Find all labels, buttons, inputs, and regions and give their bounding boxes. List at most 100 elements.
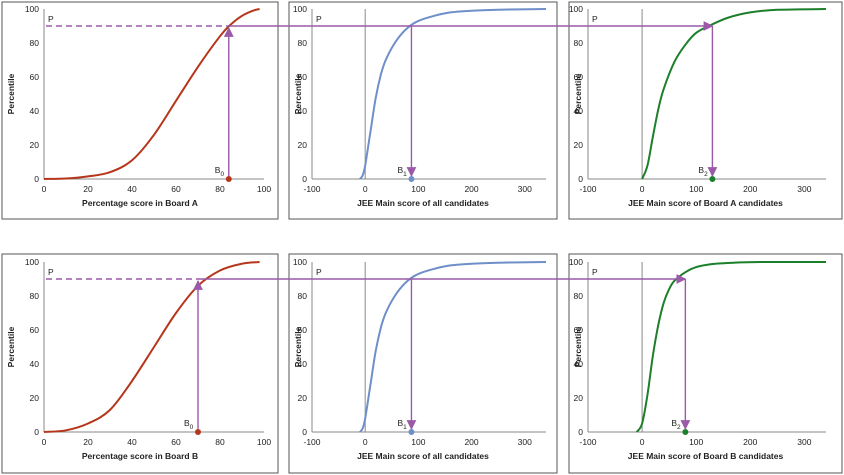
y-tick-label: 100	[25, 4, 39, 14]
x-tick-label: 200	[743, 184, 757, 194]
y-tick-label: 40	[574, 359, 584, 369]
p-label: P	[316, 267, 322, 277]
x-tick-label: -100	[579, 184, 596, 194]
y-tick-label: 60	[298, 72, 308, 82]
x-tick-label: 100	[411, 437, 425, 447]
y-axis-title: Percentile	[293, 73, 303, 114]
panel-frame	[1, 253, 279, 474]
point-label-subscript: 1	[403, 424, 407, 431]
y-tick-label: 100	[25, 257, 39, 267]
point-label: B0	[184, 418, 194, 431]
point-label-letter: B	[215, 165, 221, 175]
p-label: P	[592, 14, 598, 24]
panel-frame	[568, 1, 843, 220]
chart-panel-b-board: 0 20 40 60 80 100 0 20 40 60 80 100 Percentage score…	[1, 253, 279, 474]
y-tick-label: 20	[298, 140, 308, 150]
y-tick-label: 40	[30, 359, 40, 369]
point-label-letter: B	[184, 418, 190, 428]
y-axis-title: Percentile	[293, 326, 303, 367]
point-marker	[225, 176, 232, 182]
point-label: B1	[397, 165, 407, 178]
x-tick-label: 0	[363, 184, 368, 194]
y-tick-label: 100	[293, 257, 307, 267]
cumulative-curve	[359, 261, 547, 433]
y-tick-label: 40	[574, 106, 584, 116]
x-tick-label: -100	[579, 437, 596, 447]
x-tick-label: 40	[127, 184, 137, 194]
x-axis-title: JEE Main score of all candidates	[357, 198, 489, 208]
y-tick-label: 60	[30, 72, 40, 82]
x-tick-label: 40	[127, 437, 137, 447]
x-axis-title: JEE Main score of Board B candidates	[628, 451, 784, 461]
y-tick-label: 0	[578, 174, 583, 184]
y-tick-label: 80	[298, 38, 308, 48]
x-tick-label: -100	[303, 184, 320, 194]
x-tick-label: 20	[83, 437, 93, 447]
cumulative-curve	[641, 8, 827, 180]
y-tick-label: 40	[30, 106, 40, 116]
y-axis-title: Percentile	[573, 73, 583, 114]
y-tick-label: 60	[574, 72, 584, 82]
y-tick-label: 80	[574, 38, 584, 48]
y-tick-label: 100	[293, 4, 307, 14]
panel-frame	[1, 1, 279, 220]
x-tick-label: 300	[518, 184, 532, 194]
x-axis-title: JEE Main score of Board A candidates	[628, 198, 783, 208]
x-tick-label: -100	[303, 437, 320, 447]
y-tick-label: 80	[30, 38, 40, 48]
point-marker	[408, 176, 415, 182]
x-tick-label: 60	[171, 437, 181, 447]
point-label-letter: B	[397, 165, 403, 175]
x-axis-title: JEE Main score of all candidates	[357, 451, 489, 461]
x-axis-title: Percentage score in Board A	[82, 198, 198, 208]
y-tick-label: 80	[574, 291, 584, 301]
x-tick-label: 300	[797, 184, 811, 194]
y-tick-label: 0	[34, 427, 39, 437]
x-tick-label: 300	[518, 437, 532, 447]
x-tick-label: 0	[363, 437, 368, 447]
y-tick-label: 80	[298, 291, 308, 301]
y-tick-label: 60	[574, 325, 584, 335]
x-tick-label: 0	[42, 184, 47, 194]
x-tick-label: 100	[689, 184, 703, 194]
y-tick-label: 40	[298, 359, 308, 369]
x-tick-label: 20	[83, 184, 93, 194]
point-marker	[709, 176, 716, 182]
point-label-letter: B	[671, 418, 677, 428]
cumulative-curve	[635, 260, 827, 433]
y-tick-label: 0	[578, 427, 583, 437]
panel-frame	[288, 253, 558, 474]
y-tick-label: 60	[298, 325, 308, 335]
point-label-letter: B	[397, 418, 403, 428]
x-tick-label: 200	[743, 437, 757, 447]
y-tick-label: 20	[574, 393, 584, 403]
y-tick-label: 20	[30, 393, 40, 403]
p-label: P	[48, 14, 54, 24]
p-label: P	[316, 14, 322, 24]
x-tick-label: 0	[640, 184, 645, 194]
cumulative-curve	[43, 261, 260, 433]
y-tick-label: 100	[569, 4, 583, 14]
x-tick-label: 80	[215, 437, 225, 447]
y-tick-label: 0	[302, 174, 307, 184]
p-label: P	[592, 267, 598, 277]
y-tick-label: 80	[30, 291, 40, 301]
point-marker	[195, 429, 201, 435]
point-label-subscript: 0	[220, 171, 224, 178]
x-tick-label: 0	[640, 437, 645, 447]
point-label: B2	[698, 165, 708, 178]
point-label-subscript: 2	[677, 424, 681, 431]
y-tick-label: 40	[298, 106, 308, 116]
p-label: P	[48, 267, 54, 277]
point-label: B1	[397, 418, 407, 431]
x-axis-title: Percentage score in Board B	[82, 451, 198, 461]
x-tick-label: 100	[689, 437, 703, 447]
point-marker	[682, 429, 689, 435]
cumulative-curve	[43, 8, 260, 180]
point-label-letter: B	[698, 165, 704, 175]
y-axis-title: Percentile	[6, 326, 16, 367]
